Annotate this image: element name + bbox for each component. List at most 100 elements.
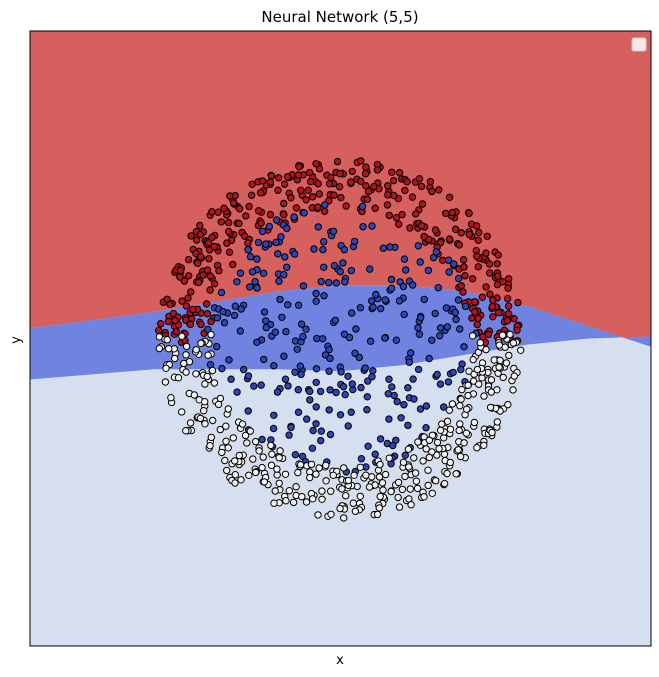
point-white	[289, 498, 298, 507]
point-white	[362, 471, 370, 479]
point-blue	[302, 325, 310, 333]
point-white	[435, 445, 443, 453]
point-blue	[273, 388, 282, 396]
point-blue	[368, 373, 376, 381]
point-blue	[369, 367, 377, 375]
point-white	[475, 380, 483, 388]
point-white	[259, 453, 267, 461]
point-blue	[348, 309, 356, 317]
point-red	[362, 163, 370, 171]
point-blue	[265, 222, 274, 231]
point-blue	[299, 332, 307, 341]
point-blue	[364, 377, 372, 385]
point-blue	[308, 444, 317, 452]
point-blue	[436, 324, 445, 332]
point-white	[163, 336, 171, 344]
point-red	[256, 189, 265, 197]
point-blue	[369, 303, 377, 311]
point-white	[506, 330, 514, 339]
point-blue	[321, 201, 329, 209]
point-white	[218, 448, 226, 457]
point-white	[375, 504, 383, 512]
point-red	[448, 208, 456, 217]
point-red	[415, 175, 424, 183]
point-blue	[340, 246, 349, 254]
point-blue	[237, 305, 245, 313]
point-white	[167, 394, 175, 402]
point-blue	[400, 401, 408, 409]
point-white	[457, 395, 465, 403]
point-blue	[388, 383, 396, 391]
point-white	[306, 473, 314, 482]
point-red	[401, 186, 409, 195]
point-blue	[236, 269, 245, 277]
point-red	[357, 177, 365, 186]
point-white	[356, 463, 364, 471]
point-white	[350, 471, 358, 479]
point-white	[178, 332, 186, 340]
point-blue	[344, 372, 352, 380]
point-blue	[330, 261, 339, 270]
point-red	[503, 317, 512, 325]
point-blue	[278, 313, 286, 321]
point-blue	[233, 278, 241, 286]
point-blue	[312, 289, 320, 298]
point-white	[464, 381, 472, 389]
point-white	[517, 346, 525, 354]
point-blue	[372, 290, 380, 299]
point-white	[322, 461, 330, 469]
point-blue	[320, 238, 328, 246]
point-red	[280, 199, 288, 208]
point-red	[312, 160, 320, 168]
point-white	[482, 345, 490, 354]
point-blue	[299, 282, 308, 290]
point-red	[309, 193, 317, 201]
point-blue	[293, 345, 301, 353]
point-blue	[254, 238, 263, 247]
point-white	[405, 463, 413, 471]
point-red	[302, 196, 310, 204]
point-white	[200, 407, 208, 415]
point-red	[390, 191, 398, 200]
point-white	[192, 346, 200, 354]
point-red	[347, 178, 355, 186]
point-red	[235, 219, 243, 228]
point-white	[224, 405, 233, 413]
point-blue	[316, 387, 325, 396]
point-red	[306, 177, 315, 186]
point-red	[494, 272, 502, 280]
point-blue	[436, 380, 445, 388]
point-blue	[364, 442, 372, 450]
point-blue	[376, 435, 385, 443]
point-red	[431, 226, 440, 234]
point-white	[307, 460, 316, 469]
point-red	[294, 171, 303, 179]
point-white	[509, 386, 517, 394]
point-blue	[244, 372, 253, 380]
point-white	[201, 420, 209, 428]
point-red	[418, 222, 426, 230]
point-white	[381, 470, 390, 479]
point-red	[403, 178, 411, 186]
point-blue	[397, 414, 405, 422]
point-red	[203, 310, 212, 318]
point-white	[214, 400, 223, 409]
point-red	[392, 214, 401, 222]
point-white	[509, 339, 518, 347]
point-blue	[368, 222, 376, 230]
point-white	[510, 372, 518, 380]
point-blue	[294, 386, 302, 394]
point-red	[473, 252, 481, 260]
point-red	[504, 310, 513, 318]
point-red	[225, 227, 233, 236]
point-blue	[280, 352, 288, 360]
point-white	[470, 418, 479, 427]
point-white	[302, 498, 311, 506]
point-blue	[339, 259, 347, 267]
point-white	[207, 330, 215, 339]
point-blue	[454, 296, 463, 304]
point-white	[487, 376, 496, 384]
point-blue	[274, 250, 282, 258]
point-white	[385, 454, 393, 462]
point-white	[178, 408, 186, 416]
